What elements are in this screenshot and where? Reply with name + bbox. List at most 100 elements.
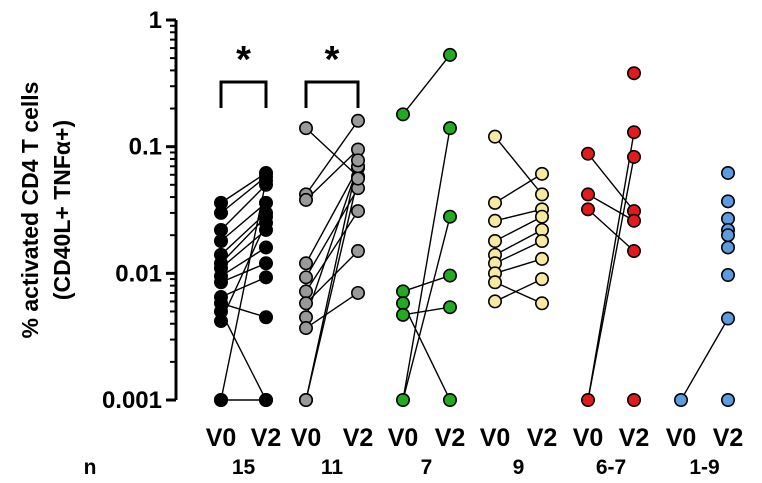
data-point-v0 [298,284,313,299]
pair-line [220,222,267,322]
pair-line [587,208,635,252]
data-point-v2 [258,310,273,325]
data-point-v0 [395,392,410,407]
data-point-v0 [580,187,595,202]
data-point-v2 [258,240,273,255]
data-point-v2 [258,215,273,230]
data-point-v2 [626,66,641,81]
y-axis-title-line1: % activated CD4 T cells [17,82,43,339]
data-point-v0 [298,321,313,336]
data-point-v2 [534,296,549,311]
pair-line [494,136,543,195]
significance-star: * [236,39,251,81]
pair-line [220,184,267,231]
pair-line [402,128,451,401]
data-point-v2 [258,270,273,285]
data-point-v2 [534,251,549,266]
x-category-label: V0 [666,424,697,452]
pair-line [402,274,451,293]
data-point-v2 [720,165,735,180]
pair-line [305,120,359,195]
data-point-v2 [720,228,735,243]
pair-line [402,216,451,401]
data-point-v0 [214,275,229,290]
x-category-label: V2 [527,424,558,452]
y-tick-label: 0.001 [102,387,162,414]
x-category-label: V0 [480,424,511,452]
data-point-v0 [487,275,502,290]
pair-line [494,208,543,222]
pair-line [305,178,359,401]
y-axis: 1 0.1 0.01 0.001 [102,7,178,414]
data-point-v2 [442,47,457,62]
pair-line [587,132,635,401]
data-point-v2 [350,153,365,168]
x-category-label: V2 [251,424,282,452]
data-point-v2 [534,166,549,181]
pair-line [494,173,543,204]
group-n-label: 15 [232,456,256,479]
data-point-v2 [442,300,457,315]
data-point-v0 [395,307,410,322]
data-point-v0 [214,392,229,407]
data-point-v0 [487,213,502,228]
y-axis-title: % activated CD4 T cells (CD40L+ TNFα+) [17,82,75,339]
data-point-v2 [626,125,641,140]
x-category-label: V2 [435,424,466,452]
data-point-v2 [442,268,457,283]
pair-line [680,318,729,401]
n-row-label: n [84,456,97,479]
data-point-v0 [487,294,502,309]
x-category-label: V0 [388,424,419,452]
pair-line [402,302,451,401]
data-point-v0 [580,146,595,161]
data-point-v2 [626,213,641,228]
data-point-v0 [395,107,410,122]
data-point-v2 [534,209,549,224]
data-points [214,47,735,407]
data-point-v2 [258,256,273,271]
significance-star: * [325,39,340,81]
x-category-label: V2 [343,424,374,452]
group-n-label: 6-7 [596,456,626,479]
x-category-label: V2 [713,424,744,452]
pair-line [305,292,359,329]
significance-bracket [219,80,268,108]
data-point-v0 [580,392,595,407]
data-point-v2 [720,194,735,209]
data-point-v0 [214,205,229,220]
data-point-v2 [534,272,549,287]
pair-line [220,202,267,242]
pair-line [587,153,635,212]
data-point-v0 [487,129,502,144]
pair-line [587,193,635,222]
data-point-v2 [350,113,365,128]
pair-line [587,156,635,401]
data-point-v0 [580,202,595,217]
data-point-v2 [442,392,457,407]
significance-bracket [304,80,360,108]
data-point-v0 [298,392,313,407]
data-point-v0 [298,256,313,271]
pair-lines [220,54,729,401]
pair-line [305,167,359,264]
y-tick-label: 0.01 [115,260,162,287]
data-point-v0 [214,314,229,329]
group-n-label: 11 [321,456,344,479]
data-point-v2 [626,392,641,407]
pair-line [305,210,359,292]
significance-brackets: * * [219,39,360,108]
x-category-label: V2 [619,424,650,452]
data-point-v2 [720,268,735,283]
pair-line [220,216,267,264]
data-point-v0 [298,270,313,285]
pair-line [220,229,267,269]
data-point-v0 [298,121,313,136]
pair-line [220,172,267,204]
pair-line [494,240,543,264]
x-category-label: V0 [206,424,237,452]
data-point-v0 [214,233,229,248]
data-point-v2 [258,173,273,188]
data-point-v2 [258,392,273,407]
